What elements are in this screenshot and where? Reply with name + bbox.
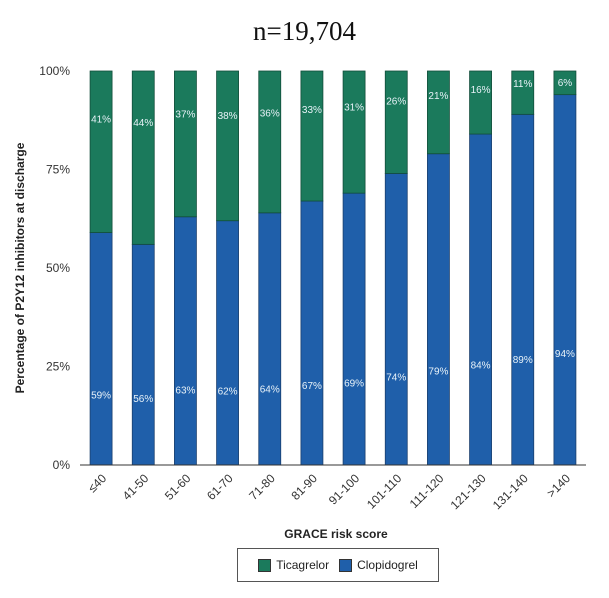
- ticagrelor-swatch: [258, 558, 272, 572]
- bar-clopidogrel: [384, 173, 408, 466]
- x-tick-label: 121-130: [448, 471, 489, 512]
- bar-ticagrelor: [342, 70, 366, 194]
- bar-clopidogrel: [427, 153, 450, 466]
- data-label-clopidogrel: 84%: [471, 361, 491, 372]
- bar-ticagrelor: [216, 70, 239, 222]
- bar-ticagrelor: [300, 70, 324, 202]
- bar-clopidogrel: [300, 200, 324, 466]
- bars: 59% 41% 56% 44% 63% 37% 62% 38% 64% 36% 67% 33% 69% 3…: [89, 70, 577, 466]
- data-label-ticagrelor: 44%: [133, 118, 153, 129]
- data-label-clopidogrel: 89%: [513, 355, 533, 366]
- bar-ticagrelor: [258, 70, 282, 214]
- bar-clopidogrel: [89, 232, 113, 466]
- x-axis-title: GRACE risk score: [284, 527, 388, 541]
- bar-clopidogrel: [469, 133, 492, 466]
- bar-clopidogrel: [553, 94, 577, 466]
- y-axis-title: Percentage of P2Y12 inhibitors at discha…: [13, 142, 27, 393]
- bar-clopidogrel: [131, 243, 155, 466]
- data-label-clopidogrel: 63%: [175, 386, 195, 397]
- bar-ticagrelor: [553, 70, 577, 96]
- data-label-clopidogrel: 69%: [344, 378, 364, 389]
- x-tick-label: 41-50: [120, 471, 152, 503]
- x-tick-label: 61-70: [204, 471, 236, 503]
- data-label-ticagrelor: 41%: [91, 114, 111, 125]
- data-label-ticagrelor: 31%: [344, 103, 364, 114]
- stacked-bar-chart: 0% 25% 50% 75% 100% 59% 41% 56% 44% 63% 37% 62% 38%…: [13, 64, 586, 541]
- data-label-clopidogrel: 67%: [302, 381, 322, 392]
- data-label-ticagrelor: 21%: [428, 91, 448, 102]
- x-tick-label: 101-110: [364, 471, 405, 512]
- legend-label-clopidogrel: Clopidogrel: [357, 558, 418, 572]
- x-tick-label: ≤40: [85, 471, 109, 495]
- data-label-clopidogrel: 64%: [260, 384, 280, 395]
- y-tick-label: 100%: [39, 64, 70, 78]
- bar-ticagrelor: [469, 70, 492, 135]
- bar-clopidogrel: [258, 212, 282, 466]
- legend-item-ticagrelor: Ticagrelor: [258, 558, 329, 572]
- bar-clopidogrel: [511, 113, 535, 466]
- data-label-ticagrelor: 33%: [302, 105, 322, 116]
- bar-ticagrelor: [89, 70, 113, 233]
- bar-clopidogrel: [342, 192, 366, 466]
- bar-ticagrelor: [427, 70, 450, 155]
- x-axis: ≤40 41-50 51-60 61-70 71-80 81-90 91-100 101-11…: [80, 464, 586, 512]
- chart-title: n=19,704: [253, 16, 356, 46]
- bar-clopidogrel: [216, 220, 239, 466]
- data-label-clopidogrel: 62%: [218, 387, 238, 398]
- x-tick-label: 111-120: [407, 471, 447, 511]
- data-label-clopidogrel: 79%: [428, 367, 448, 378]
- x-tick-label: >140: [544, 471, 573, 500]
- data-label-clopidogrel: 56%: [133, 394, 153, 405]
- legend: Ticagrelor Clopidogrel: [237, 548, 439, 582]
- legend-label-ticagrelor: Ticagrelor: [276, 558, 330, 572]
- x-tick-label: 91-100: [326, 471, 363, 508]
- data-label-ticagrelor: 11%: [513, 79, 532, 90]
- data-label-clopidogrel: 74%: [386, 373, 406, 384]
- data-label-ticagrelor: 16%: [471, 85, 491, 96]
- y-axis: 0% 25% 50% 75% 100%: [39, 64, 70, 472]
- x-tick-label: 131-140: [490, 471, 531, 512]
- data-label-ticagrelor: 37%: [175, 110, 195, 121]
- y-tick-label: 75%: [46, 163, 70, 177]
- x-tick-label: 51-60: [162, 471, 194, 503]
- clopidogrel-swatch: [339, 558, 353, 572]
- y-tick-label: 25%: [46, 360, 70, 374]
- y-tick-label: 50%: [46, 261, 70, 275]
- data-label-clopidogrel: 59%: [91, 390, 111, 401]
- y-tick-label: 0%: [53, 458, 71, 472]
- bar-ticagrelor: [384, 70, 408, 174]
- data-label-clopidogrel: 94%: [555, 349, 575, 360]
- data-label-ticagrelor: 36%: [260, 109, 280, 120]
- data-label-ticagrelor: 6%: [558, 78, 573, 89]
- legend-item-clopidogrel: Clopidogrel: [339, 558, 418, 572]
- x-tick-label: 81-90: [288, 471, 320, 503]
- bar-ticagrelor: [174, 70, 197, 218]
- bar-ticagrelor: [131, 70, 155, 245]
- bar-ticagrelor: [511, 70, 535, 115]
- x-tick-label: 71-80: [246, 471, 278, 503]
- data-label-ticagrelor: 38%: [218, 111, 238, 122]
- bar-clopidogrel: [174, 216, 197, 466]
- data-label-ticagrelor: 26%: [386, 97, 406, 108]
